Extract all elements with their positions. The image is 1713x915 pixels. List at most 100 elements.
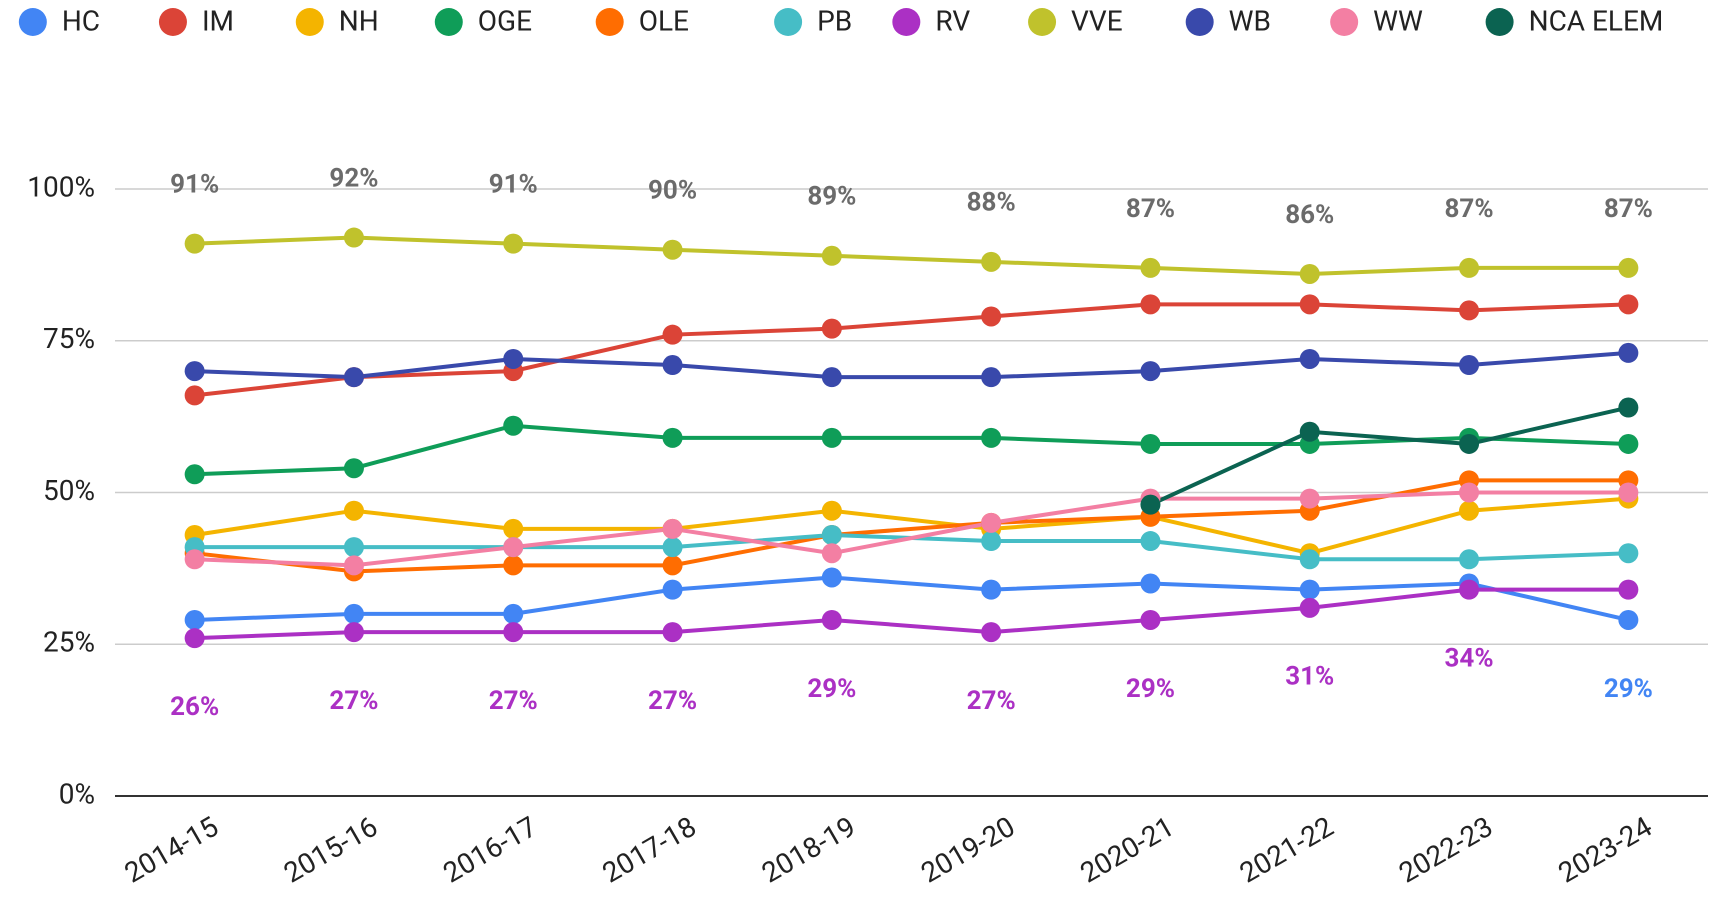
legend-label: WB: [1229, 4, 1271, 37]
data-point: [662, 537, 683, 558]
data-point: [503, 555, 524, 576]
data-point: [184, 385, 205, 406]
legend-label: HC: [62, 4, 100, 37]
data-point: [1459, 482, 1480, 503]
x-tick-label: 2019-20: [915, 810, 1020, 890]
y-tick-label: 50%: [43, 474, 95, 507]
data-point: [1618, 257, 1639, 278]
data-point: [1459, 549, 1480, 570]
data-point: [503, 518, 524, 539]
x-tick-label: 2017-18: [597, 810, 702, 890]
data-point: [821, 500, 842, 521]
series-line: [194, 423, 1629, 477]
data-point: [1618, 482, 1639, 503]
legend-swatch: [295, 8, 324, 36]
data-point: [1299, 348, 1320, 369]
legend-label: RV: [935, 4, 970, 37]
data-point: [1618, 397, 1639, 418]
data-point: [1618, 342, 1639, 363]
y-tick-label: 0%: [59, 777, 95, 810]
data-label: 29%: [1126, 674, 1175, 704]
x-tick-label: 2015-16: [278, 810, 383, 890]
legend-label: WW: [1373, 4, 1423, 37]
data-point: [1618, 433, 1639, 454]
legend-swatch: [892, 8, 921, 36]
data-label: 27%: [967, 686, 1016, 716]
data-point: [184, 233, 205, 254]
data-label: 27%: [648, 686, 697, 716]
legend-label: NCA ELEM: [1529, 4, 1664, 37]
data-point: [343, 555, 364, 576]
data-point: [503, 233, 524, 254]
data-point: [662, 555, 683, 576]
data-point: [662, 518, 683, 539]
legend-swatch: [434, 8, 463, 36]
data-point: [662, 427, 683, 448]
legend-label: PB: [817, 4, 852, 37]
data-point: [343, 603, 364, 624]
series-line: [194, 235, 1629, 276]
data-label: 86%: [1285, 200, 1334, 230]
data-point: [503, 537, 524, 558]
data-point: [1140, 494, 1161, 515]
y-tick-label: 75%: [43, 322, 95, 355]
data-point: [1140, 257, 1161, 278]
data-point: [1299, 579, 1320, 600]
data-point: [981, 531, 1002, 552]
legend-swatch: [1185, 8, 1214, 36]
data-point: [662, 579, 683, 600]
legend-label: IM: [202, 4, 234, 37]
data-point: [1299, 549, 1320, 570]
data-label: 90%: [648, 176, 697, 206]
series-line: [194, 575, 1629, 622]
data-point: [184, 464, 205, 485]
data-point: [662, 324, 683, 345]
data-point: [981, 251, 1002, 272]
data-point: [981, 512, 1002, 533]
data-point: [343, 500, 364, 521]
legend-label: OGE: [478, 4, 532, 37]
legend: HC IM NH OGE OLE PB RV VVE WB WW NCA ELEM: [18, 4, 1664, 37]
data-point: [1299, 488, 1320, 509]
data-label: 29%: [1604, 674, 1653, 704]
data-label: 88%: [967, 188, 1016, 218]
data-point: [1140, 573, 1161, 594]
data-point: [1140, 361, 1161, 382]
data-point: [1459, 579, 1480, 600]
data-point: [1299, 294, 1320, 315]
data-label: 34%: [1445, 643, 1494, 673]
legend-swatch: [1330, 8, 1359, 36]
data-point: [1459, 300, 1480, 321]
data-point: [343, 622, 364, 643]
series-line: [1149, 405, 1629, 507]
x-tick-label: 2023-24: [1553, 810, 1658, 890]
y-tick-label: 100%: [27, 170, 95, 203]
data-point: [343, 537, 364, 558]
data-point: [821, 543, 842, 564]
x-tick-label: 2014-15: [119, 810, 224, 890]
legend-swatch: [18, 8, 47, 36]
data-point: [503, 622, 524, 643]
legend-swatch: [1028, 8, 1057, 36]
y-tick-label: 25%: [43, 626, 95, 659]
data-point: [1618, 609, 1639, 630]
x-tick-label: 2020-21: [1075, 810, 1180, 890]
data-point: [343, 367, 364, 388]
data-point: [184, 361, 205, 382]
data-point: [343, 227, 364, 248]
legend-swatch: [1485, 8, 1514, 36]
legend-swatch: [158, 8, 187, 36]
data-point: [662, 355, 683, 376]
x-tick-label: 2016-17: [437, 810, 542, 890]
data-point: [1618, 294, 1639, 315]
data-point: [1299, 263, 1320, 284]
data-point: [343, 458, 364, 479]
data-point: [821, 524, 842, 545]
data-label: 87%: [1445, 194, 1494, 224]
data-label: 87%: [1126, 194, 1175, 224]
data-point: [1140, 433, 1161, 454]
data-point: [981, 306, 1002, 327]
data-point: [1299, 597, 1320, 618]
data-point: [1459, 500, 1480, 521]
